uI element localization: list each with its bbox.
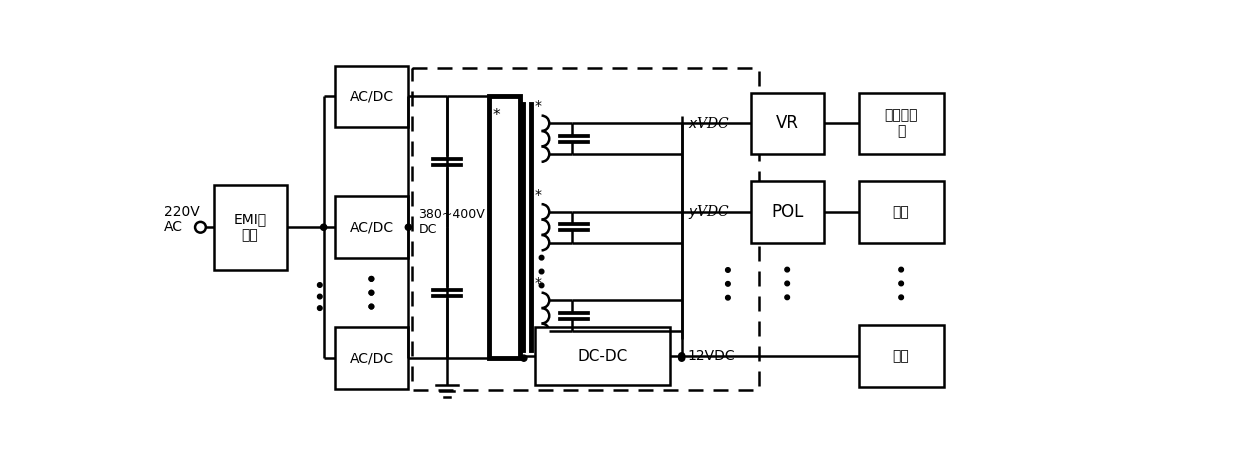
- Circle shape: [521, 355, 527, 361]
- Bar: [859, 181, 944, 243]
- Circle shape: [405, 224, 412, 230]
- Text: AC/DC: AC/DC: [350, 90, 394, 104]
- Circle shape: [539, 283, 544, 288]
- Bar: [859, 93, 944, 154]
- Text: *: *: [492, 108, 500, 123]
- Circle shape: [899, 295, 904, 300]
- Text: EMI滤
波器: EMI滤 波器: [233, 212, 267, 243]
- Circle shape: [370, 304, 373, 309]
- Text: $y$VDC: $y$VDC: [688, 203, 730, 221]
- Circle shape: [317, 283, 322, 287]
- Circle shape: [539, 255, 544, 260]
- Text: $x$VDC: $x$VDC: [688, 116, 730, 131]
- Text: AC: AC: [164, 220, 184, 234]
- Bar: [335, 197, 408, 258]
- Circle shape: [317, 306, 322, 310]
- Text: *: *: [534, 188, 542, 202]
- Text: *: *: [534, 99, 542, 113]
- Circle shape: [370, 290, 373, 295]
- Text: 处理器内
存: 处理器内 存: [884, 108, 918, 139]
- Bar: [213, 185, 286, 270]
- Circle shape: [370, 290, 373, 295]
- Text: DC-DC: DC-DC: [578, 349, 627, 364]
- Circle shape: [725, 268, 730, 272]
- Text: AC/DC: AC/DC: [350, 220, 394, 234]
- Circle shape: [899, 281, 904, 286]
- Circle shape: [678, 355, 684, 361]
- Circle shape: [785, 267, 790, 272]
- Text: DC: DC: [418, 223, 436, 236]
- Bar: [751, 93, 825, 154]
- Circle shape: [539, 269, 544, 274]
- Bar: [490, 96, 520, 358]
- Bar: [536, 327, 670, 385]
- Circle shape: [785, 281, 790, 286]
- Bar: [335, 66, 408, 127]
- Bar: [859, 325, 944, 387]
- Text: VR: VR: [776, 114, 799, 132]
- Circle shape: [370, 277, 373, 281]
- Text: AC/DC: AC/DC: [350, 351, 394, 365]
- Circle shape: [725, 282, 730, 286]
- Text: POL: POL: [771, 203, 804, 221]
- Circle shape: [678, 353, 684, 359]
- Text: 芯片: 芯片: [893, 205, 909, 219]
- Circle shape: [725, 295, 730, 300]
- Circle shape: [370, 304, 373, 309]
- Circle shape: [317, 294, 322, 299]
- Text: 12VDC: 12VDC: [688, 349, 735, 363]
- Bar: [335, 327, 408, 389]
- Circle shape: [321, 224, 326, 230]
- Bar: [412, 68, 759, 390]
- Text: 380~400V: 380~400V: [418, 207, 485, 220]
- Bar: [751, 181, 825, 243]
- Circle shape: [785, 295, 790, 300]
- Circle shape: [370, 277, 373, 281]
- Text: 220V: 220V: [164, 205, 200, 219]
- Text: 硬盘: 硬盘: [893, 349, 909, 363]
- Text: *: *: [534, 276, 542, 290]
- Circle shape: [899, 267, 904, 272]
